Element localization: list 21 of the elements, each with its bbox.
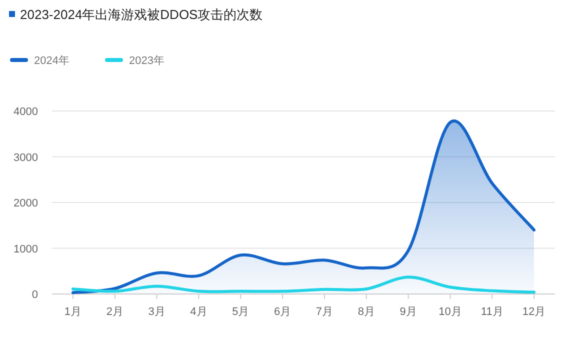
- y-tick-label: 3000: [14, 152, 38, 164]
- x-tick-label: 6月: [274, 306, 292, 318]
- line-series: [71, 276, 536, 294]
- y-tick-label: 2000: [14, 198, 38, 210]
- legend-label: 2024年: [34, 55, 70, 67]
- x-tick-label: 5月: [232, 306, 250, 318]
- x-tick-label: 11月: [480, 306, 504, 318]
- legend-label: 2023年: [129, 55, 164, 67]
- y-tick-label: 0: [32, 289, 38, 301]
- x-tick-label: 10月: [438, 306, 462, 318]
- x-tick-label: 9月: [400, 306, 417, 318]
- x-tick-label: 2月: [106, 306, 124, 318]
- y-tick-label: 1000: [14, 243, 38, 256]
- title: 2023-2024年出海游戏被DDOS攻击的次数: [20, 7, 263, 22]
- y-tick-label: 4000: [14, 106, 38, 118]
- x-tick-label: 7月: [316, 306, 334, 318]
- x-tick-label: 3月: [148, 306, 166, 318]
- x-tick-label: 4月: [190, 306, 208, 318]
- x-tick-label: 12月: [522, 306, 546, 318]
- x-tick-label: 8月: [358, 306, 375, 318]
- x-tick-label: 1月: [64, 306, 82, 318]
